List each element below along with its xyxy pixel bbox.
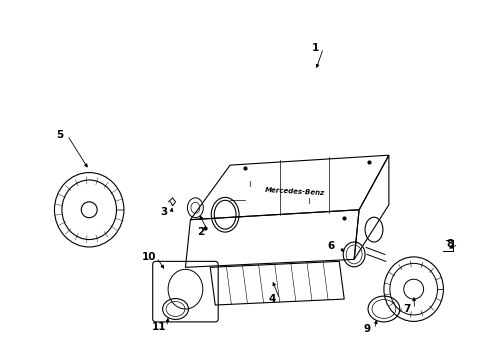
- Text: 3: 3: [160, 207, 167, 217]
- Text: 4: 4: [267, 294, 275, 304]
- Text: 5: 5: [56, 130, 63, 140]
- Text: 11: 11: [151, 322, 165, 332]
- Text: 7: 7: [402, 304, 409, 314]
- Text: Mercedes-Benz: Mercedes-Benz: [264, 187, 324, 197]
- Text: 6: 6: [327, 242, 334, 252]
- Text: 9: 9: [363, 324, 370, 334]
- Text: 8: 8: [446, 239, 453, 249]
- Text: 10: 10: [141, 252, 156, 262]
- Text: 2: 2: [196, 226, 203, 237]
- Text: 1: 1: [311, 43, 319, 53]
